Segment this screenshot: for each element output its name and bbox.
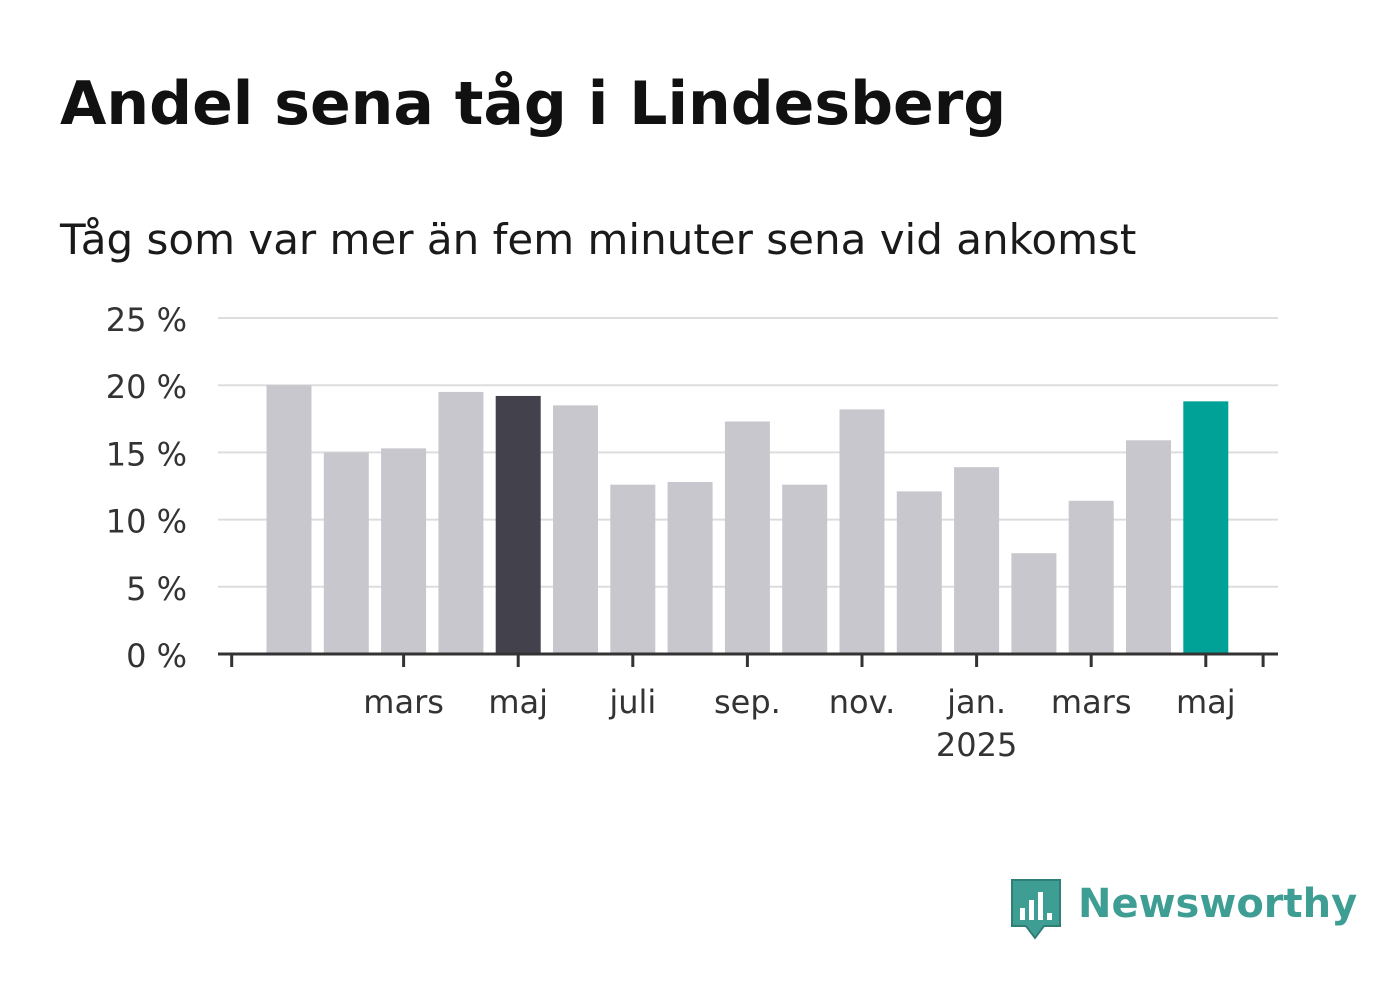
y-tick-label: 15 % — [106, 435, 187, 473]
bar — [438, 391, 484, 654]
x-axis-labels: mars maj juli sep. nov. jan. 2025 mars maj — [363, 683, 1235, 764]
bar — [495, 395, 541, 654]
newsworthy-logo-icon — [1011, 879, 1061, 940]
x-tick-label: jan. — [946, 683, 1006, 721]
bar — [724, 421, 770, 654]
bar — [1011, 553, 1057, 654]
x-axis — [218, 652, 1278, 667]
x-tick-sublabel: 2025 — [936, 726, 1017, 764]
bar — [954, 467, 1000, 654]
bar — [381, 448, 427, 654]
bar — [896, 491, 942, 654]
brand-logo: Newsworthy — [1010, 878, 1357, 942]
brand-name: Newsworthy — [1078, 881, 1358, 927]
x-tick-label: juli — [608, 683, 656, 721]
bar — [323, 452, 369, 654]
bar — [667, 481, 713, 654]
y-tick-label: 20 % — [106, 368, 187, 406]
y-axis-labels: 0 % 5 % 10 % 15 % 20 % 25 % — [106, 301, 187, 675]
x-tick-label: sep. — [714, 683, 781, 721]
x-tick-label: mars — [363, 683, 444, 721]
x-tick-label: maj — [488, 683, 548, 721]
y-tick-label: 25 % — [106, 301, 187, 339]
bar — [782, 484, 828, 654]
y-tick-label: 5 % — [126, 570, 187, 608]
bar — [1183, 401, 1229, 654]
bar — [266, 385, 312, 654]
x-tick-label: nov. — [829, 683, 895, 721]
chart-title: Andel sena tåg i Lindesberg — [60, 69, 1007, 139]
chart-subtitle: Tåg som var mer än fem minuter sena vid … — [60, 215, 1137, 264]
y-tick-label: 0 % — [126, 637, 187, 675]
bar — [610, 484, 656, 654]
y-tick-label: 10 % — [106, 503, 187, 541]
x-tick-label: mars — [1051, 683, 1132, 721]
bar — [839, 409, 885, 654]
x-tick-label: maj — [1176, 683, 1236, 721]
bar — [553, 405, 598, 654]
bars — [266, 385, 1229, 654]
bar — [1126, 440, 1171, 654]
bar — [1068, 500, 1114, 654]
